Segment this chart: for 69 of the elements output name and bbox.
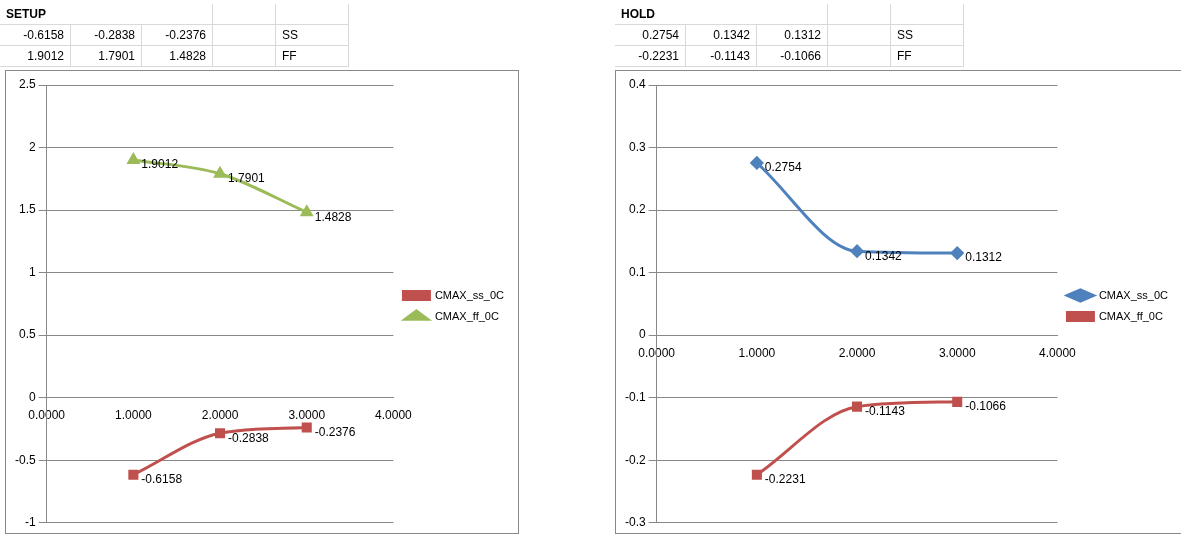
text: SS (890, 24, 964, 46)
point (950, 246, 964, 260)
text: 0.2754 (615, 24, 686, 46)
x-tick-label: 3.0000 (288, 408, 326, 423)
data-label: -0.2231 (764, 472, 806, 487)
point (127, 153, 140, 164)
text: SS (275, 24, 349, 46)
x-tick-label: 3.0000 (938, 345, 976, 360)
text: FF (275, 45, 349, 67)
y-tick-label: 1 (28, 264, 36, 279)
point (215, 428, 226, 439)
y-tick-label: 0.1 (628, 264, 646, 279)
data-label: -0.6158 (141, 472, 183, 487)
x-tick-label: 1.0000 (738, 345, 776, 360)
y-tick-label: -0.1 (624, 390, 646, 405)
legend-label: CMAX_ss_0C (434, 288, 505, 301)
data-label: 0.1342 (865, 248, 903, 263)
text: -0.2231 (615, 45, 686, 67)
y-tick-label: -0.3 (624, 515, 646, 530)
point (301, 422, 312, 433)
y-tick-label: 2 (28, 139, 36, 154)
y-tick-label: -1 (25, 515, 36, 530)
point (750, 156, 764, 170)
legend-label: CMAX_ff_0C (1098, 309, 1163, 322)
data-label: 0.2754 (764, 160, 802, 175)
text: -0.2376 (141, 24, 213, 46)
chart-title: HOLD (615, 4, 828, 25)
text: 1.7901 (70, 45, 142, 67)
data-label: 1.4828 (314, 209, 352, 224)
y-tick-label: 1.5 (18, 202, 36, 217)
point (852, 401, 863, 412)
point (128, 469, 139, 480)
data-label: -0.2376 (314, 424, 356, 439)
point (850, 244, 864, 258)
y-tick-label: 0 (28, 390, 36, 405)
x-tick-label: 2.0000 (838, 345, 876, 360)
data-label: 0.1312 (965, 250, 1003, 265)
y-tick-label: 0.2 (628, 202, 646, 217)
data-label: -0.1143 (865, 403, 906, 418)
legend-label: CMAX_ss_0C (1098, 288, 1169, 301)
chart-title: SETUP (0, 4, 213, 25)
point (751, 469, 762, 480)
data-label: -0.2838 (228, 430, 270, 445)
text: -0.6158 (0, 24, 71, 46)
x-tick-label: 4.0000 (1039, 345, 1077, 360)
y-tick-label: 0.5 (18, 327, 36, 342)
x-tick-label: 4.0000 (375, 408, 413, 423)
text: -0.2838 (70, 24, 142, 46)
text: -0.1143 (685, 45, 757, 67)
y-tick-label: -0.2 (624, 452, 646, 467)
text: 0.1312 (756, 24, 828, 46)
y-tick-label: -0.5 (14, 452, 36, 467)
data-label: -0.1066 (965, 399, 1007, 414)
x-tick-label: 2.0000 (201, 408, 239, 423)
text: 1.9012 (0, 45, 71, 67)
point (952, 396, 963, 407)
y-tick-label: 0.4 (628, 77, 646, 92)
data-label: 1.7901 (228, 171, 266, 186)
x-tick-label: 1.0000 (115, 408, 153, 423)
text: 0.1342 (685, 24, 757, 46)
y-tick-label: 2.5 (18, 77, 36, 92)
legend-label: CMAX_ff_0C (434, 309, 499, 322)
y-tick-label: 0.3 (628, 139, 646, 154)
y-tick-label: 0 (638, 327, 646, 342)
text: FF (890, 45, 964, 67)
point (214, 167, 226, 178)
point (300, 205, 313, 217)
text: 1.4828 (141, 45, 213, 67)
text: -0.1066 (756, 45, 828, 67)
